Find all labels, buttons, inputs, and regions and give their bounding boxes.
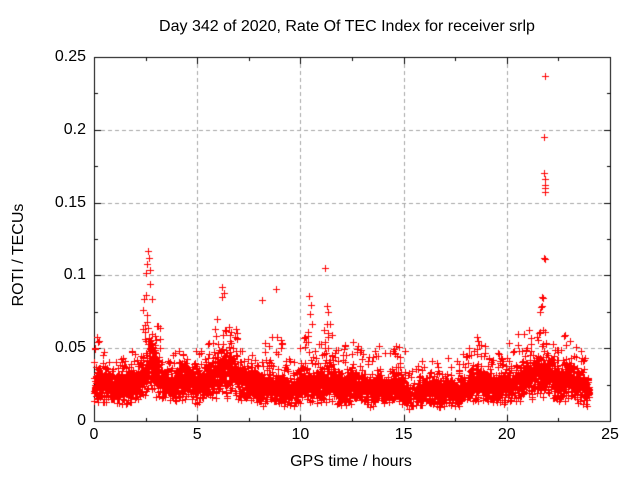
x-tick-label: 5: [192, 426, 202, 443]
x-tick-label: 25: [601, 426, 619, 443]
y-axis-title: ROTI / TECUs: [10, 203, 27, 307]
y-tick-label: 0.25: [54, 48, 86, 65]
x-tick-label: 10: [291, 426, 310, 443]
chart-title: Day 342 of 2020, Rate Of TEC Index for r…: [159, 18, 535, 35]
x-tick-label: 0: [89, 426, 99, 443]
y-tick-label: 0.05: [54, 339, 86, 357]
x-tick-label: 20: [497, 426, 516, 443]
y-tick-label: 0.15: [54, 193, 86, 211]
y-tick-label: 0.2: [63, 120, 86, 138]
x-tick-label: 15: [394, 426, 413, 443]
y-tick-label: 0.1: [63, 266, 86, 284]
y-tick-label: 0: [77, 412, 86, 429]
x-axis-title: GPS time / hours: [290, 453, 412, 470]
